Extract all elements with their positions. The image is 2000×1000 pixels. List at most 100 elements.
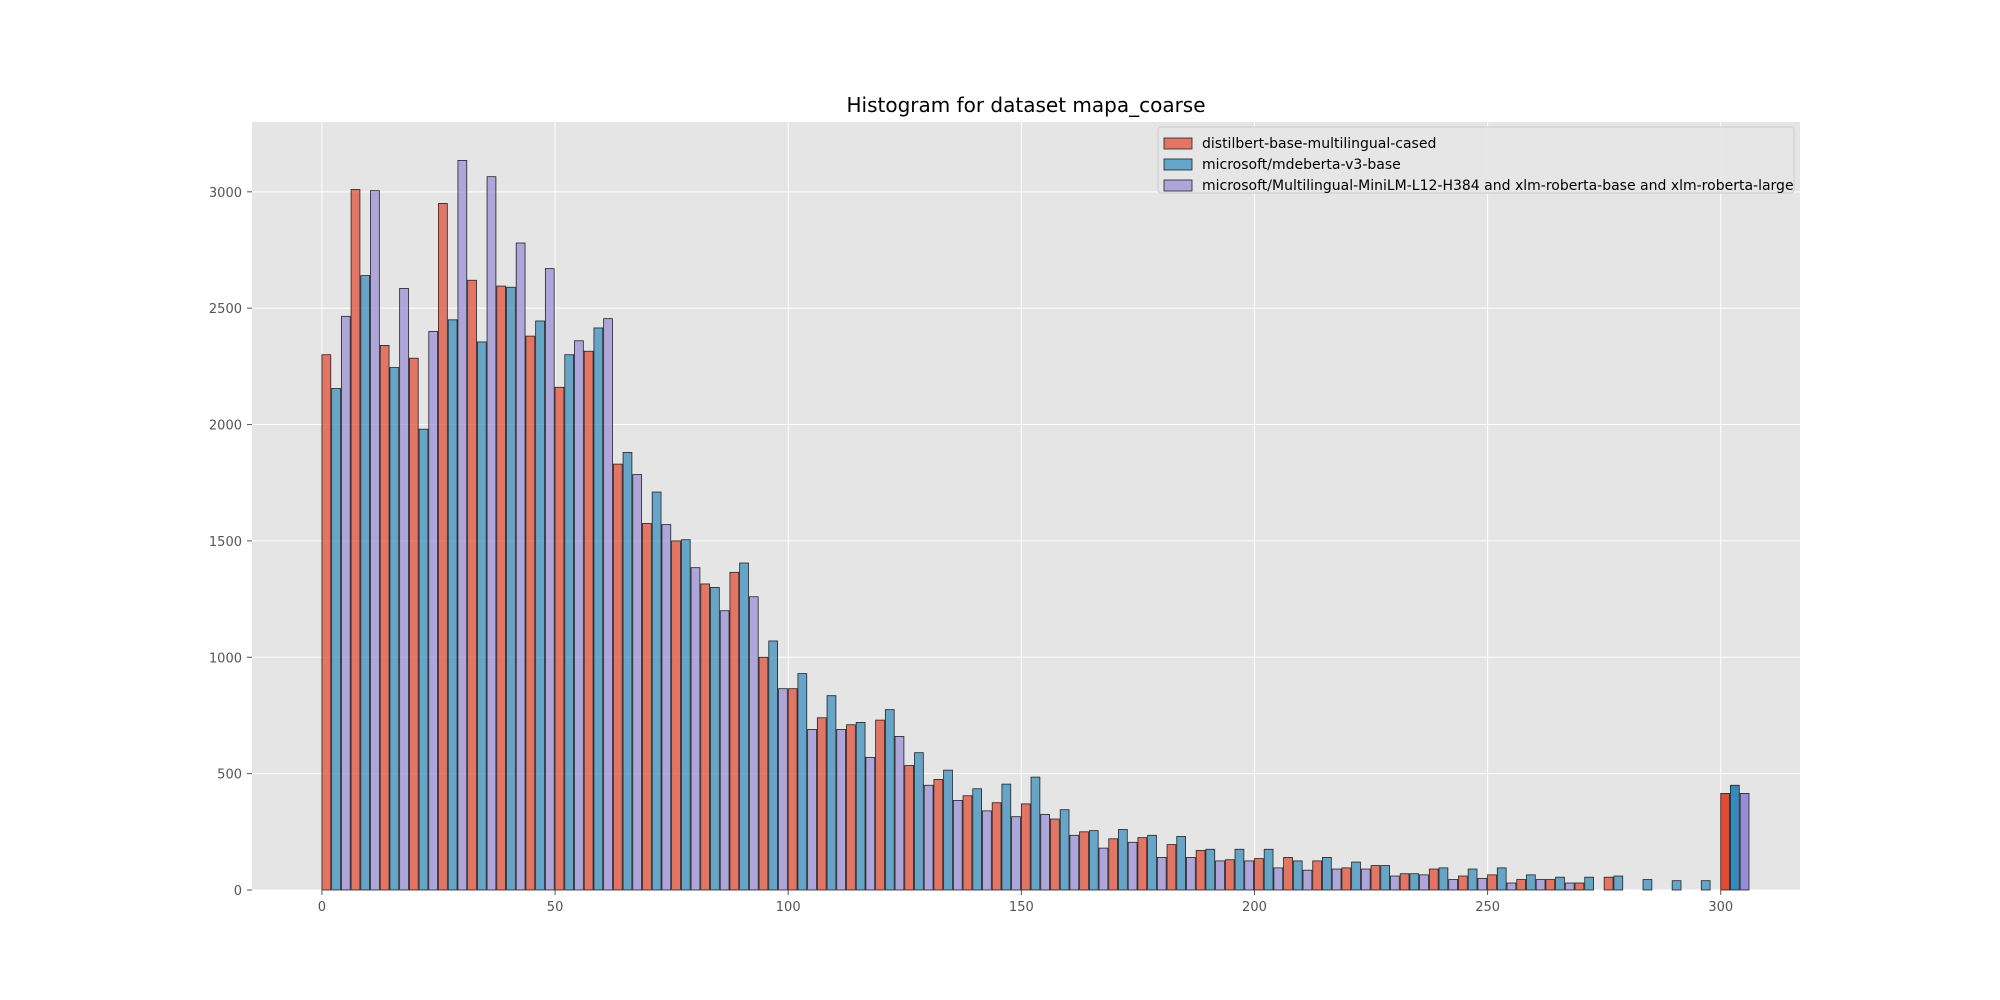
histogram-bar bbox=[399, 287, 409, 891]
histogram-bar bbox=[467, 279, 477, 891]
histogram-bar bbox=[904, 765, 915, 891]
histogram-bar bbox=[962, 795, 973, 891]
y-tick-label: 500 bbox=[217, 768, 242, 783]
y-tick-label: 1500 bbox=[209, 535, 242, 550]
histogram-bar bbox=[1234, 848, 1245, 891]
histogram-bar bbox=[1186, 857, 1196, 891]
histogram-bar bbox=[1496, 867, 1507, 891]
histogram-bar bbox=[1467, 868, 1478, 891]
histogram-bar bbox=[1030, 776, 1041, 891]
histogram-bar bbox=[972, 788, 982, 891]
histogram-bar bbox=[535, 320, 545, 891]
histogram-bar bbox=[418, 428, 429, 891]
histogram-bar bbox=[321, 354, 332, 891]
legend: distilbert-base-multilingual-cased micros… bbox=[1157, 126, 1795, 194]
histogram-bar bbox=[603, 318, 613, 891]
histogram-bar bbox=[1079, 831, 1089, 891]
histogram-bar bbox=[360, 275, 371, 891]
histogram-bar bbox=[875, 719, 885, 891]
x-tick-label: 200 bbox=[1242, 900, 1267, 915]
x-tick-label: 300 bbox=[1708, 900, 1733, 915]
x-tick-label: 0 bbox=[318, 900, 326, 915]
histogram-bar bbox=[1224, 859, 1235, 891]
histogram-bar bbox=[787, 688, 798, 891]
histogram-bar bbox=[1302, 869, 1313, 891]
histogram-bar bbox=[1399, 873, 1410, 891]
histogram-bar bbox=[1380, 865, 1390, 891]
histogram-bar bbox=[428, 331, 439, 891]
histogram-bar bbox=[1448, 879, 1458, 891]
histogram-bar bbox=[1215, 860, 1225, 891]
histogram-bar bbox=[1156, 857, 1167, 891]
legend-box bbox=[1157, 126, 1795, 194]
histogram-bar bbox=[457, 159, 468, 891]
histogram-bar bbox=[1574, 882, 1585, 891]
histogram-bar bbox=[379, 345, 390, 891]
histogram-bar bbox=[1263, 848, 1274, 891]
histogram-bar bbox=[1458, 875, 1468, 891]
histogram-bar bbox=[1166, 844, 1177, 891]
histogram-bar bbox=[593, 327, 604, 891]
histogram-bar bbox=[748, 596, 759, 891]
histogram-bar bbox=[923, 784, 934, 891]
histogram-bar bbox=[991, 802, 1002, 891]
histogram-bar bbox=[690, 567, 701, 891]
histogram-bar bbox=[350, 189, 361, 891]
histogram-bar bbox=[1555, 876, 1565, 891]
histogram-bar bbox=[680, 539, 691, 891]
histogram-bar bbox=[1001, 783, 1012, 891]
histogram-bar bbox=[1603, 876, 1614, 891]
histogram-bar bbox=[1341, 867, 1352, 891]
chart-title: Histogram for dataset mapa_coarse bbox=[846, 93, 1205, 117]
y-tick-label: 1000 bbox=[209, 651, 242, 666]
legend-label: distilbert-base-multilingual-cased bbox=[1202, 136, 1436, 152]
histogram-bar bbox=[1409, 873, 1420, 891]
histogram-bar bbox=[884, 709, 895, 891]
histogram-bar bbox=[661, 524, 672, 891]
histogram-bar bbox=[1088, 830, 1099, 891]
histogram-bar bbox=[1176, 836, 1186, 891]
histogram-bar bbox=[1564, 882, 1575, 891]
histogram-bar bbox=[1720, 793, 1730, 891]
histogram-bar bbox=[496, 285, 507, 891]
histogram-bar bbox=[1419, 874, 1429, 891]
histogram-bar bbox=[865, 756, 876, 891]
histogram-bar bbox=[612, 463, 623, 891]
histogram-bar bbox=[797, 673, 808, 891]
histogram-bar bbox=[340, 315, 351, 891]
histogram-bar bbox=[933, 779, 944, 891]
histogram-bar bbox=[1535, 879, 1546, 891]
histogram-bar bbox=[1642, 879, 1653, 891]
histogram-bar bbox=[1390, 875, 1400, 891]
histogram-bar bbox=[438, 203, 448, 891]
histogram-bar bbox=[1312, 860, 1322, 891]
histogram-bar bbox=[943, 769, 953, 891]
histogram-bar bbox=[894, 736, 905, 891]
legend-label: microsoft/mdeberta-v3-base bbox=[1202, 157, 1401, 173]
tick-labels: 0 50 100 150 200 250 3000500100015002000250030… bbox=[209, 186, 1733, 915]
histogram-bar bbox=[1050, 818, 1060, 891]
legend-swatch bbox=[1163, 158, 1193, 171]
bars-group bbox=[321, 159, 1750, 891]
histogram-bar bbox=[836, 729, 847, 891]
histogram-bar bbox=[710, 587, 720, 891]
histogram-bar bbox=[1526, 874, 1536, 891]
histogram-bar bbox=[1127, 841, 1138, 891]
histogram-bar bbox=[506, 286, 516, 891]
histogram-bar bbox=[476, 341, 487, 891]
histogram-bar bbox=[554, 386, 565, 891]
histogram-bar bbox=[1351, 861, 1361, 891]
histogram-bar bbox=[700, 583, 711, 891]
histogram-bar bbox=[778, 688, 788, 891]
histogram-bar bbox=[389, 367, 400, 891]
histogram-bar bbox=[525, 335, 536, 891]
histogram-bar bbox=[486, 176, 497, 891]
y-tick-label: 2000 bbox=[209, 419, 242, 434]
histogram-bar bbox=[331, 388, 341, 891]
histogram-bar bbox=[1671, 880, 1682, 891]
histogram-bar bbox=[1020, 803, 1031, 891]
y-tick-label: 2500 bbox=[209, 302, 242, 317]
histogram-bar bbox=[855, 722, 866, 891]
legend-swatch bbox=[1163, 137, 1193, 150]
histogram-bar bbox=[1292, 860, 1303, 891]
